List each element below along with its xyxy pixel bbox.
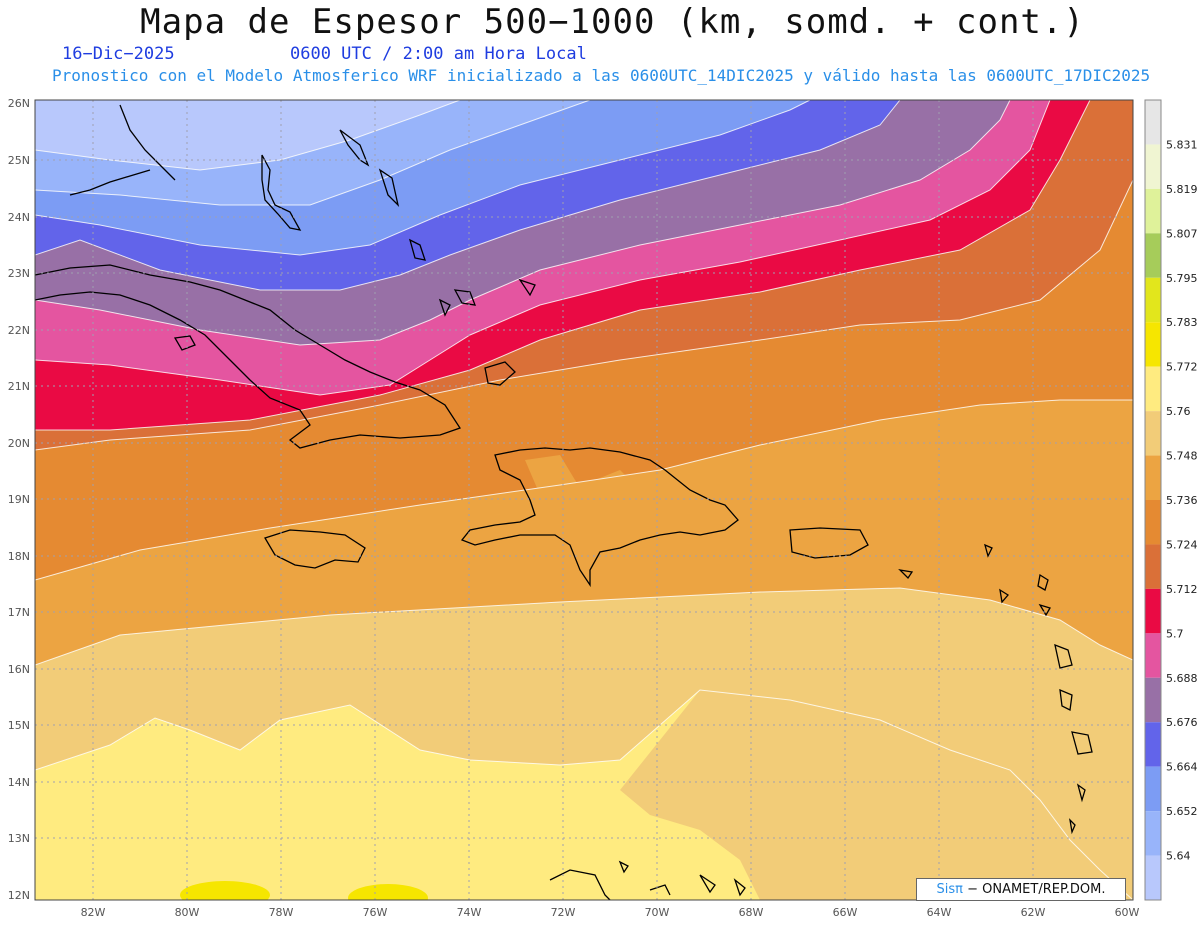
- lat-label: 16N: [8, 663, 30, 676]
- legend-swatch: [1145, 188, 1161, 234]
- credit-brand: Sisπ: [936, 882, 963, 897]
- lat-label: 23N: [8, 267, 30, 280]
- legend-level-label: 5.652: [1166, 805, 1198, 818]
- legend-level-label: 5.783: [1166, 316, 1198, 329]
- legend-level-label: 5.64: [1166, 850, 1191, 863]
- coastlines: [35, 104, 1093, 900]
- lat-label: 12N: [8, 889, 30, 902]
- lon-label: 74W: [457, 906, 482, 919]
- legend-swatch: [1145, 233, 1161, 278]
- lat-label: 19N: [8, 493, 30, 506]
- legend-swatch: [1145, 366, 1161, 412]
- legend-swatch: [1145, 855, 1161, 900]
- legend-level-label: 5.688: [1166, 672, 1198, 685]
- lat-label: 14N: [8, 776, 30, 789]
- legend-level-label: 5.664: [1166, 761, 1198, 774]
- lon-label: 64W: [927, 906, 952, 919]
- forecast-time: 0600 UTC / 2:00 am Hora Local: [290, 44, 587, 64]
- lat-label: 22N: [8, 324, 30, 337]
- legend-level-label: 5.795: [1166, 272, 1198, 285]
- lat-label: 26N: [8, 97, 30, 110]
- lon-label: 82W: [81, 906, 106, 919]
- lat-label: 15N: [8, 719, 30, 732]
- legend-level-label: 5.736: [1166, 494, 1198, 507]
- plot-frame: [34, 99, 1134, 901]
- lon-axis: 82W 80W 78W 76W 74W 72W 70W 68W 66W 64W …: [81, 906, 1140, 919]
- lat-label: 18N: [8, 550, 30, 563]
- legend-swatch: [1145, 411, 1161, 456]
- lon-label: 60W: [1115, 906, 1140, 919]
- legend-swatch: [1145, 811, 1161, 856]
- lon-label: 70W: [645, 906, 670, 919]
- legend-swatch: [1145, 500, 1161, 545]
- shaded-bands: [35, 100, 1133, 900]
- legend-level-label: 5.712: [1166, 583, 1198, 596]
- lat-label: 25N: [8, 154, 30, 167]
- legend-swatch: [1145, 588, 1161, 634]
- lat-label: 17N: [8, 606, 30, 619]
- legend-level-label: 5.831: [1166, 138, 1198, 151]
- lon-label: 80W: [175, 906, 200, 919]
- lon-label: 68W: [739, 906, 764, 919]
- lon-label: 62W: [1021, 906, 1046, 919]
- legend-swatch: [1145, 722, 1161, 767]
- lat-label: 20N: [8, 437, 30, 450]
- legend-level-label: 5.724: [1166, 538, 1198, 551]
- legend-swatch: [1145, 544, 1161, 589]
- lon-label: 66W: [833, 906, 858, 919]
- legend-level-label: 5.807: [1166, 227, 1198, 240]
- color-legend: 5.831 5.819 5.807 5.795 5.783 5.772 5.76 5.748 5…: [1144, 99, 1198, 901]
- legend-level-label: 5.819: [1166, 183, 1198, 196]
- credit-box: Sisπ − ONAMET/REP.DOM.: [916, 878, 1126, 901]
- legend-swatch: [1145, 277, 1161, 323]
- lat-axis: 26N 25N 24N 23N 22N 21N 20N 19N 18N 17N …: [8, 97, 30, 902]
- legend-level-label: 5.772: [1166, 361, 1198, 374]
- legend-swatch: [1145, 100, 1161, 145]
- lat-label: 24N: [8, 211, 30, 224]
- forecast-subtitle: Pronostico con el Modelo Atmosferico WRF…: [52, 66, 1151, 85]
- graticule: [35, 100, 1133, 900]
- lon-label: 76W: [363, 906, 388, 919]
- credit-text: − ONAMET/REP.DOM.: [962, 882, 1106, 897]
- legend-swatch: [1145, 677, 1161, 723]
- legend-swatch: [1145, 455, 1161, 500]
- legend-level-label: 5.76: [1166, 405, 1191, 418]
- lat-label: 13N: [8, 832, 30, 845]
- legend-swatch: [1145, 766, 1161, 812]
- legend-level-label: 5.7: [1166, 627, 1184, 640]
- forecast-date: 16−Dic−2025: [62, 44, 175, 64]
- map-title: Mapa de Espesor 500−1000 (km, somd. + co…: [140, 2, 1085, 42]
- lat-label: 21N: [8, 380, 30, 393]
- lon-label: 78W: [269, 906, 294, 919]
- legend-level-label: 5.748: [1166, 450, 1198, 463]
- lon-label: 72W: [551, 906, 576, 919]
- legend-level-label: 5.676: [1166, 716, 1198, 729]
- legend-swatch: [1145, 322, 1161, 367]
- legend-swatch: [1145, 144, 1161, 189]
- legend-swatch: [1145, 633, 1161, 678]
- legend-frame: [1144, 99, 1162, 901]
